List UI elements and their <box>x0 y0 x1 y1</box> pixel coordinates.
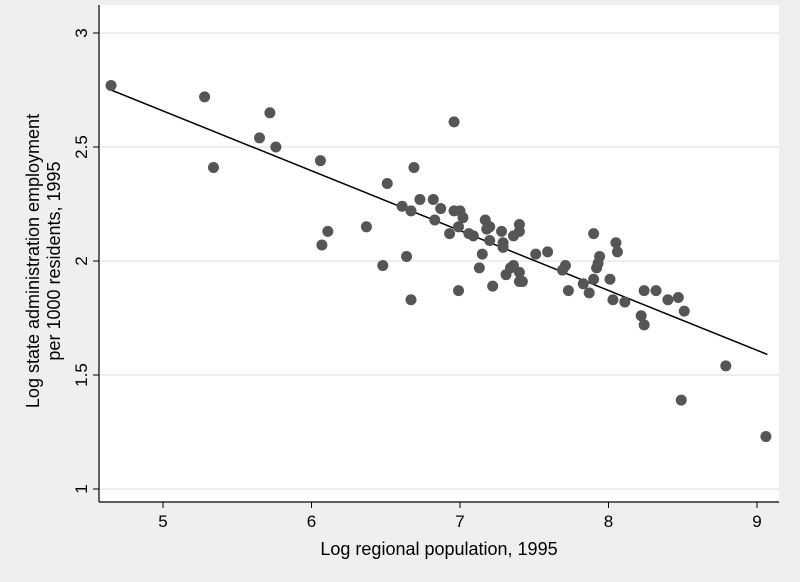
data-point <box>583 287 595 299</box>
y-axis-label-line-2: per 1000 residents, 1995 <box>44 161 64 360</box>
data-point <box>610 237 622 249</box>
data-point <box>662 294 674 306</box>
data-point <box>396 200 408 212</box>
data-point <box>360 221 372 233</box>
data-point <box>467 230 479 242</box>
data-point <box>199 91 211 103</box>
y-tick-label: 3 <box>72 28 91 37</box>
data-point <box>619 296 631 308</box>
data-point <box>105 79 117 91</box>
y-tick-label: 2 <box>72 256 91 265</box>
data-point <box>429 214 441 226</box>
data-point <box>405 205 417 217</box>
data-point <box>588 228 600 240</box>
data-point <box>427 193 439 205</box>
x-tick-label: 8 <box>604 512 613 531</box>
data-point <box>405 294 417 306</box>
data-point <box>381 177 393 189</box>
data-point <box>473 262 485 274</box>
data-point <box>487 280 499 292</box>
data-point <box>635 310 647 322</box>
data-point <box>316 239 328 251</box>
data-point <box>408 162 420 174</box>
data-point <box>496 225 508 237</box>
y-tick-label: 2.5 <box>72 135 91 159</box>
x-tick-label: 5 <box>158 512 167 531</box>
data-point <box>401 250 413 262</box>
plot-area <box>99 5 779 502</box>
data-point <box>562 285 574 297</box>
data-point <box>530 248 542 260</box>
data-point <box>542 246 554 258</box>
x-tick-label: 6 <box>307 512 316 531</box>
data-point <box>322 225 334 237</box>
data-point <box>254 132 266 144</box>
data-point <box>448 116 460 128</box>
data-point <box>638 319 650 331</box>
data-point <box>607 294 619 306</box>
data-point <box>577 278 589 290</box>
y-tick-label: 1 <box>72 484 91 493</box>
data-point <box>604 273 616 285</box>
data-point <box>720 360 732 372</box>
data-point <box>270 141 282 153</box>
data-point <box>760 431 772 443</box>
data-point <box>444 228 456 240</box>
data-point <box>650 285 662 297</box>
data-point <box>675 394 687 406</box>
y-axis-label-line-1: Log state administration employment <box>23 114 43 408</box>
data-point <box>457 212 469 224</box>
data-point <box>207 162 219 174</box>
data-point <box>435 203 447 215</box>
data-point <box>414 193 426 205</box>
data-point <box>453 221 465 233</box>
data-point <box>672 291 684 303</box>
data-point <box>594 250 606 262</box>
data-point <box>476 248 488 260</box>
data-point <box>314 155 326 167</box>
data-point <box>453 285 465 297</box>
data-point <box>497 241 509 253</box>
data-point <box>513 225 525 237</box>
y-tick-label: 1.5 <box>72 363 91 387</box>
data-point <box>377 260 389 272</box>
data-point <box>678 305 690 317</box>
data-point <box>516 276 528 288</box>
data-point <box>264 107 276 119</box>
data-point <box>588 273 600 285</box>
data-point <box>484 221 496 233</box>
data-point <box>611 246 623 258</box>
data-point <box>559 260 571 272</box>
data-point <box>484 234 496 246</box>
x-tick-label: 9 <box>752 512 761 531</box>
x-axis-label: Log regional population, 1995 <box>320 539 557 559</box>
data-point <box>638 285 650 297</box>
data-point <box>513 266 525 278</box>
x-tick-label: 7 <box>455 512 464 531</box>
